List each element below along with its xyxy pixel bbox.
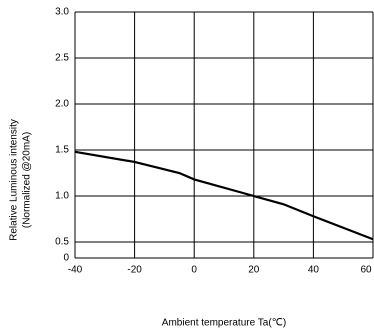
x-tick-label: -40 xyxy=(68,265,83,276)
x-tick-label: 0 xyxy=(191,265,197,276)
y-tick-label: 2.0 xyxy=(55,99,69,110)
x-axis-label: Ambient temperature Ta(℃) xyxy=(162,318,286,329)
y-axis-label: (Normalized @20mA) xyxy=(22,132,33,228)
y-axis-label: Relative Luminous intensity xyxy=(9,119,20,241)
y-tick-label: 2.5 xyxy=(55,53,69,64)
x-tick-label: 60 xyxy=(360,265,372,276)
y-tick-label: 3.0 xyxy=(55,7,69,18)
y-tick-label: 1.5 xyxy=(55,145,69,156)
y-tick-label: 0 xyxy=(63,253,69,264)
x-tick-label: 40 xyxy=(308,265,320,276)
x-tick-label: -20 xyxy=(127,265,142,276)
data-line xyxy=(74,150,374,241)
y-tick-label: 1.0 xyxy=(55,191,69,202)
y-tick-label: 0.5 xyxy=(55,237,69,248)
x-tick-label: 20 xyxy=(248,265,260,276)
